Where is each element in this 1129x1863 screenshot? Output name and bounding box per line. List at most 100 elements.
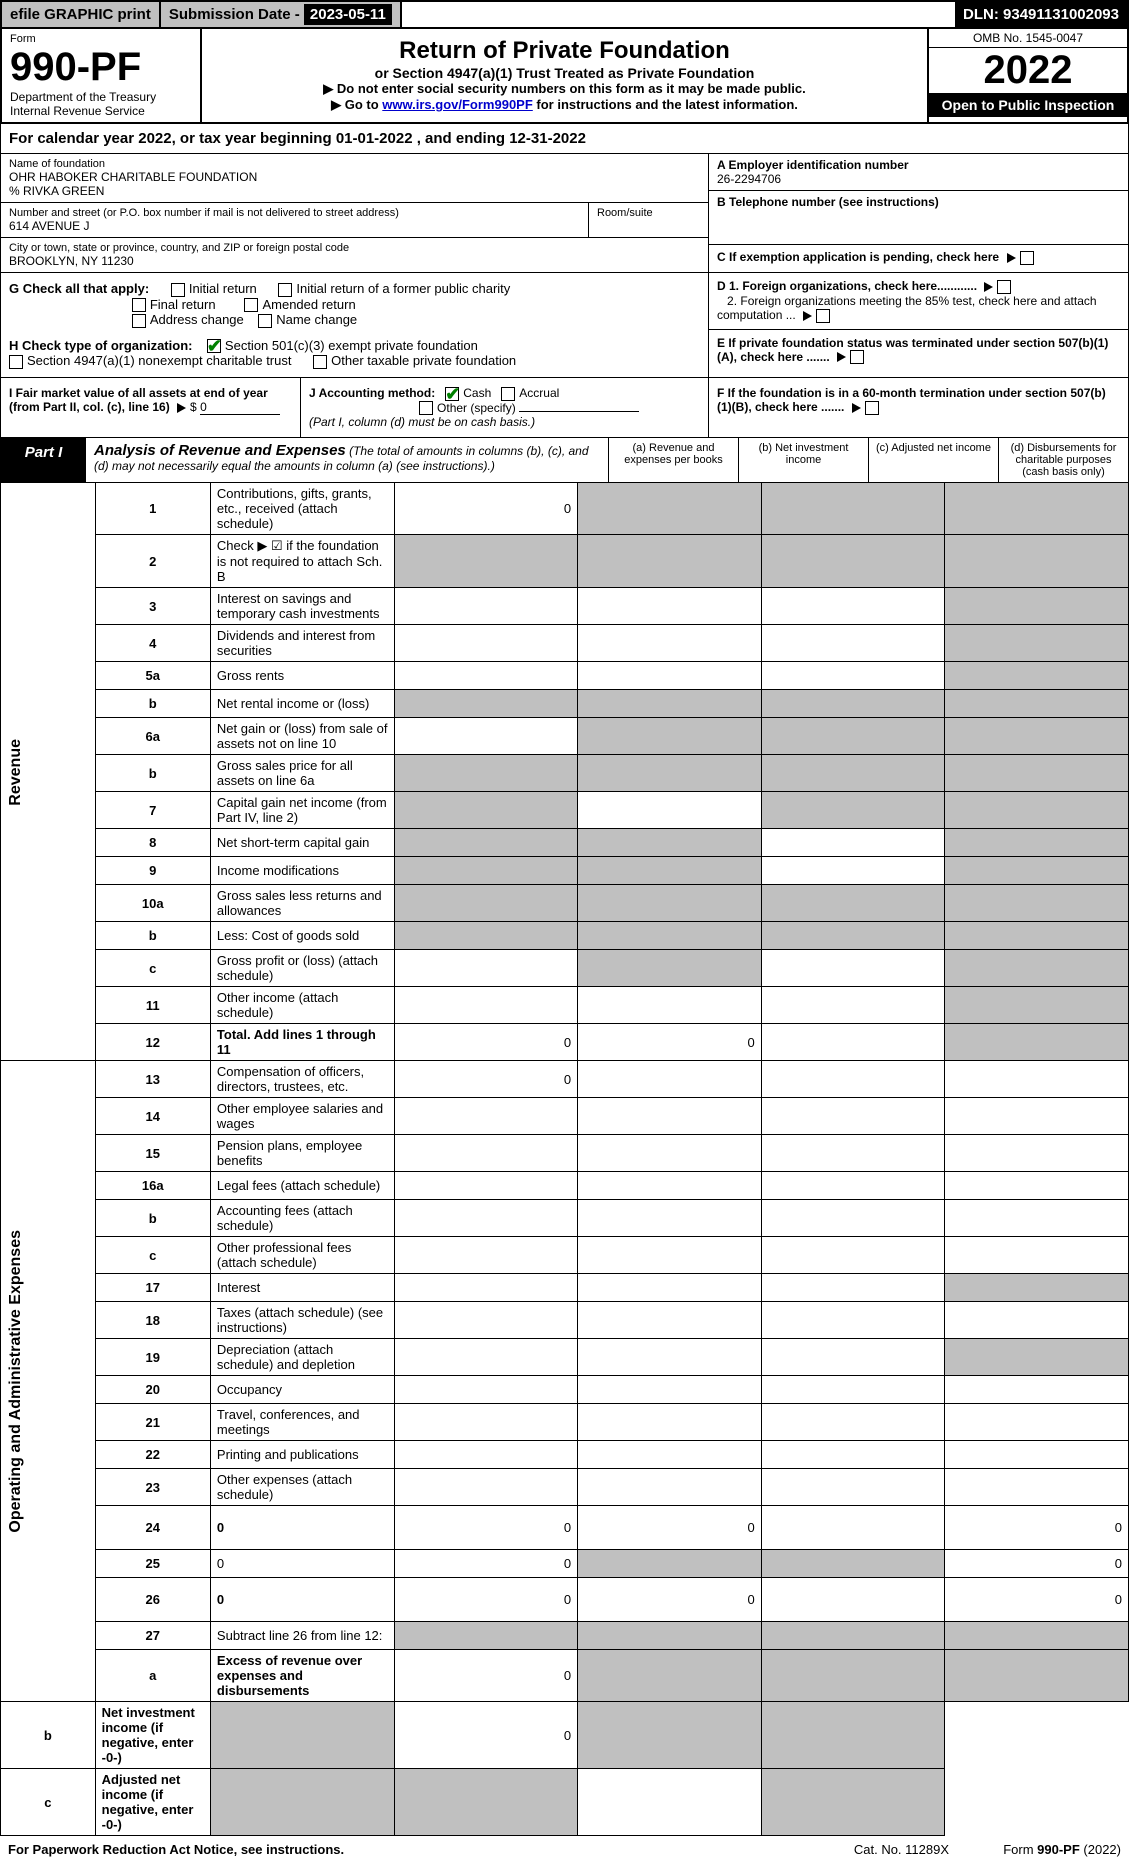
table-row: 17Interest xyxy=(1,1274,1129,1302)
other-method-cb[interactable] xyxy=(419,401,433,415)
calendar-year: For calendar year 2022, or tax year begi… xyxy=(0,124,1129,154)
table-row: 25000 xyxy=(1,1550,1129,1578)
note-link: ▶ Go to www.irs.gov/Form990PF for instru… xyxy=(210,97,919,113)
table-row: 6aNet gain or (loss) from sale of assets… xyxy=(1,718,1129,755)
note-ssn: ▶ Do not enter social security numbers o… xyxy=(210,81,919,97)
table-row: 16aLegal fees (attach schedule) xyxy=(1,1172,1129,1200)
d-section: D 1. Foreign organizations, check here..… xyxy=(709,273,1128,330)
open-inspection: Open to Public Inspection xyxy=(929,93,1127,117)
name-label: Name of foundation xyxy=(9,158,700,170)
table-row: 4Dividends and interest from securities xyxy=(1,625,1129,662)
col-c-header: (c) Adjusted net income xyxy=(868,438,998,482)
exempt-pending-label: C If exemption application is pending, c… xyxy=(717,250,999,264)
efile-label: efile GRAPHIC print xyxy=(2,2,161,27)
fmv-value: 0 xyxy=(200,400,280,415)
accrual-cb[interactable] xyxy=(501,387,515,401)
table-row: cAdjusted net income (if negative, enter… xyxy=(1,1769,1129,1836)
form-subtitle: or Section 4947(a)(1) Trust Treated as P… xyxy=(210,65,919,81)
form-ref: Form 990-PF (2022) xyxy=(1003,1842,1121,1857)
phone-label: B Telephone number (see instructions) xyxy=(717,195,1120,209)
irs-link[interactable]: www.irs.gov/Form990PF xyxy=(382,97,533,112)
table-row: 18Taxes (attach schedule) (see instructi… xyxy=(1,1302,1129,1339)
addr-label: Number and street (or P.O. box number if… xyxy=(9,207,580,219)
form-number: 990-PF xyxy=(10,45,192,90)
foundation-name: OHR HABOKER CHARITABLE FOUNDATION xyxy=(9,170,700,184)
table-row: cOther professional fees (attach schedul… xyxy=(1,1237,1129,1274)
col-d-header: (d) Disbursements for charitable purpose… xyxy=(998,438,1128,482)
initial-former-cb[interactable] xyxy=(278,283,292,297)
col-a-header: (a) Revenue and expenses per books xyxy=(608,438,738,482)
f-label: F If the foundation is in a 60-month ter… xyxy=(717,386,1106,414)
table-row: 240000 xyxy=(1,1506,1129,1550)
form-title: Return of Private Foundation xyxy=(210,37,919,65)
part1-label: Part I xyxy=(1,438,86,482)
page-footer: For Paperwork Reduction Act Notice, see … xyxy=(0,1836,1129,1863)
paperwork-notice: For Paperwork Reduction Act Notice, see … xyxy=(8,1842,344,1857)
table-row: 9Income modifications xyxy=(1,857,1129,885)
room-label: Room/suite xyxy=(597,207,700,219)
table-row: 12Total. Add lines 1 through 1100 xyxy=(1,1024,1129,1061)
table-row: 8Net short-term capital gain xyxy=(1,829,1129,857)
table-row: 10aGross sales less returns and allowanc… xyxy=(1,885,1129,922)
j-label: J Accounting method: xyxy=(309,386,435,400)
ein-label: A Employer identification number xyxy=(717,158,1120,172)
analysis-table: Revenue1Contributions, gifts, grants, et… xyxy=(0,483,1129,1836)
submission-date: Submission Date - 2023-05-11 xyxy=(161,2,402,27)
table-row: Revenue1Contributions, gifts, grants, et… xyxy=(1,483,1129,535)
arrow-icon xyxy=(852,403,861,413)
foreign-org-cb[interactable] xyxy=(997,280,1011,294)
s4947-cb[interactable] xyxy=(9,355,23,369)
revenue-label: Revenue xyxy=(7,739,25,806)
table-row: 20Occupancy xyxy=(1,1376,1129,1404)
form-word: Form xyxy=(10,33,192,45)
final-return-cb[interactable] xyxy=(132,298,146,312)
expenses-label: Operating and Administrative Expenses xyxy=(7,1230,25,1533)
table-row: Operating and Administrative Expenses13C… xyxy=(1,1061,1129,1098)
s501c3-cb[interactable] xyxy=(207,339,221,353)
table-row: 11Other income (attach schedule) xyxy=(1,987,1129,1024)
street-address: 614 AVENUE J xyxy=(9,219,580,233)
irs: Internal Revenue Service xyxy=(10,104,192,118)
initial-return-cb[interactable] xyxy=(171,283,185,297)
name-change-cb[interactable] xyxy=(258,314,272,328)
entity-block: Name of foundation OHR HABOKER CHARITABL… xyxy=(0,154,1129,273)
care-of: % RIVKA GREEN xyxy=(9,184,700,198)
table-row: bNet investment income (if negative, ent… xyxy=(1,1702,1129,1769)
dln: DLN: 93491131002093 xyxy=(955,2,1127,27)
table-row: bNet rental income or (loss) xyxy=(1,690,1129,718)
arrow-icon xyxy=(837,352,846,362)
cash-cb[interactable] xyxy=(445,387,459,401)
table-row: bGross sales price for all assets on lin… xyxy=(1,755,1129,792)
form-header: Form 990-PF Department of the Treasury I… xyxy=(0,29,1129,124)
ein-value: 26-2294706 xyxy=(717,172,1120,186)
table-row: cGross profit or (loss) (attach schedule… xyxy=(1,950,1129,987)
tax-year: 2022 xyxy=(929,48,1127,93)
table-row: 15Pension plans, employee benefits xyxy=(1,1135,1129,1172)
exempt-checkbox[interactable] xyxy=(1020,251,1034,265)
city-label: City or town, state or province, country… xyxy=(9,242,700,254)
e-section: E If private foundation status was termi… xyxy=(709,330,1128,371)
col-b-header: (b) Net investment income xyxy=(738,438,868,482)
arrow-icon xyxy=(177,403,186,413)
top-bar: efile GRAPHIC print Submission Date - 20… xyxy=(0,0,1129,29)
check-section: G Check all that apply: Initial return I… xyxy=(0,273,1129,378)
foreign-85-cb[interactable] xyxy=(816,309,830,323)
i-j-row: I Fair market value of all assets at end… xyxy=(0,378,1129,439)
addr-change-cb[interactable] xyxy=(132,314,146,328)
omb-number: OMB No. 1545-0047 xyxy=(929,29,1127,48)
g-label: G Check all that apply: xyxy=(9,281,149,296)
arrow-icon xyxy=(1007,253,1016,263)
table-row: 5aGross rents xyxy=(1,662,1129,690)
table-row: 22Printing and publications xyxy=(1,1441,1129,1469)
table-row: aExcess of revenue over expenses and dis… xyxy=(1,1650,1129,1702)
part1-header: Part I Analysis of Revenue and Expenses … xyxy=(0,438,1129,483)
arrow-icon xyxy=(984,282,993,292)
table-row: 19Depreciation (attach schedule) and dep… xyxy=(1,1339,1129,1376)
amended-return-cb[interactable] xyxy=(244,298,258,312)
60-month-cb[interactable] xyxy=(865,401,879,415)
cat-no: Cat. No. 11289X xyxy=(854,1842,949,1857)
other-taxable-cb[interactable] xyxy=(313,355,327,369)
arrow-icon xyxy=(803,311,812,321)
status-terminated-cb[interactable] xyxy=(850,350,864,364)
part1-title: Analysis of Revenue and Expenses xyxy=(94,442,346,459)
